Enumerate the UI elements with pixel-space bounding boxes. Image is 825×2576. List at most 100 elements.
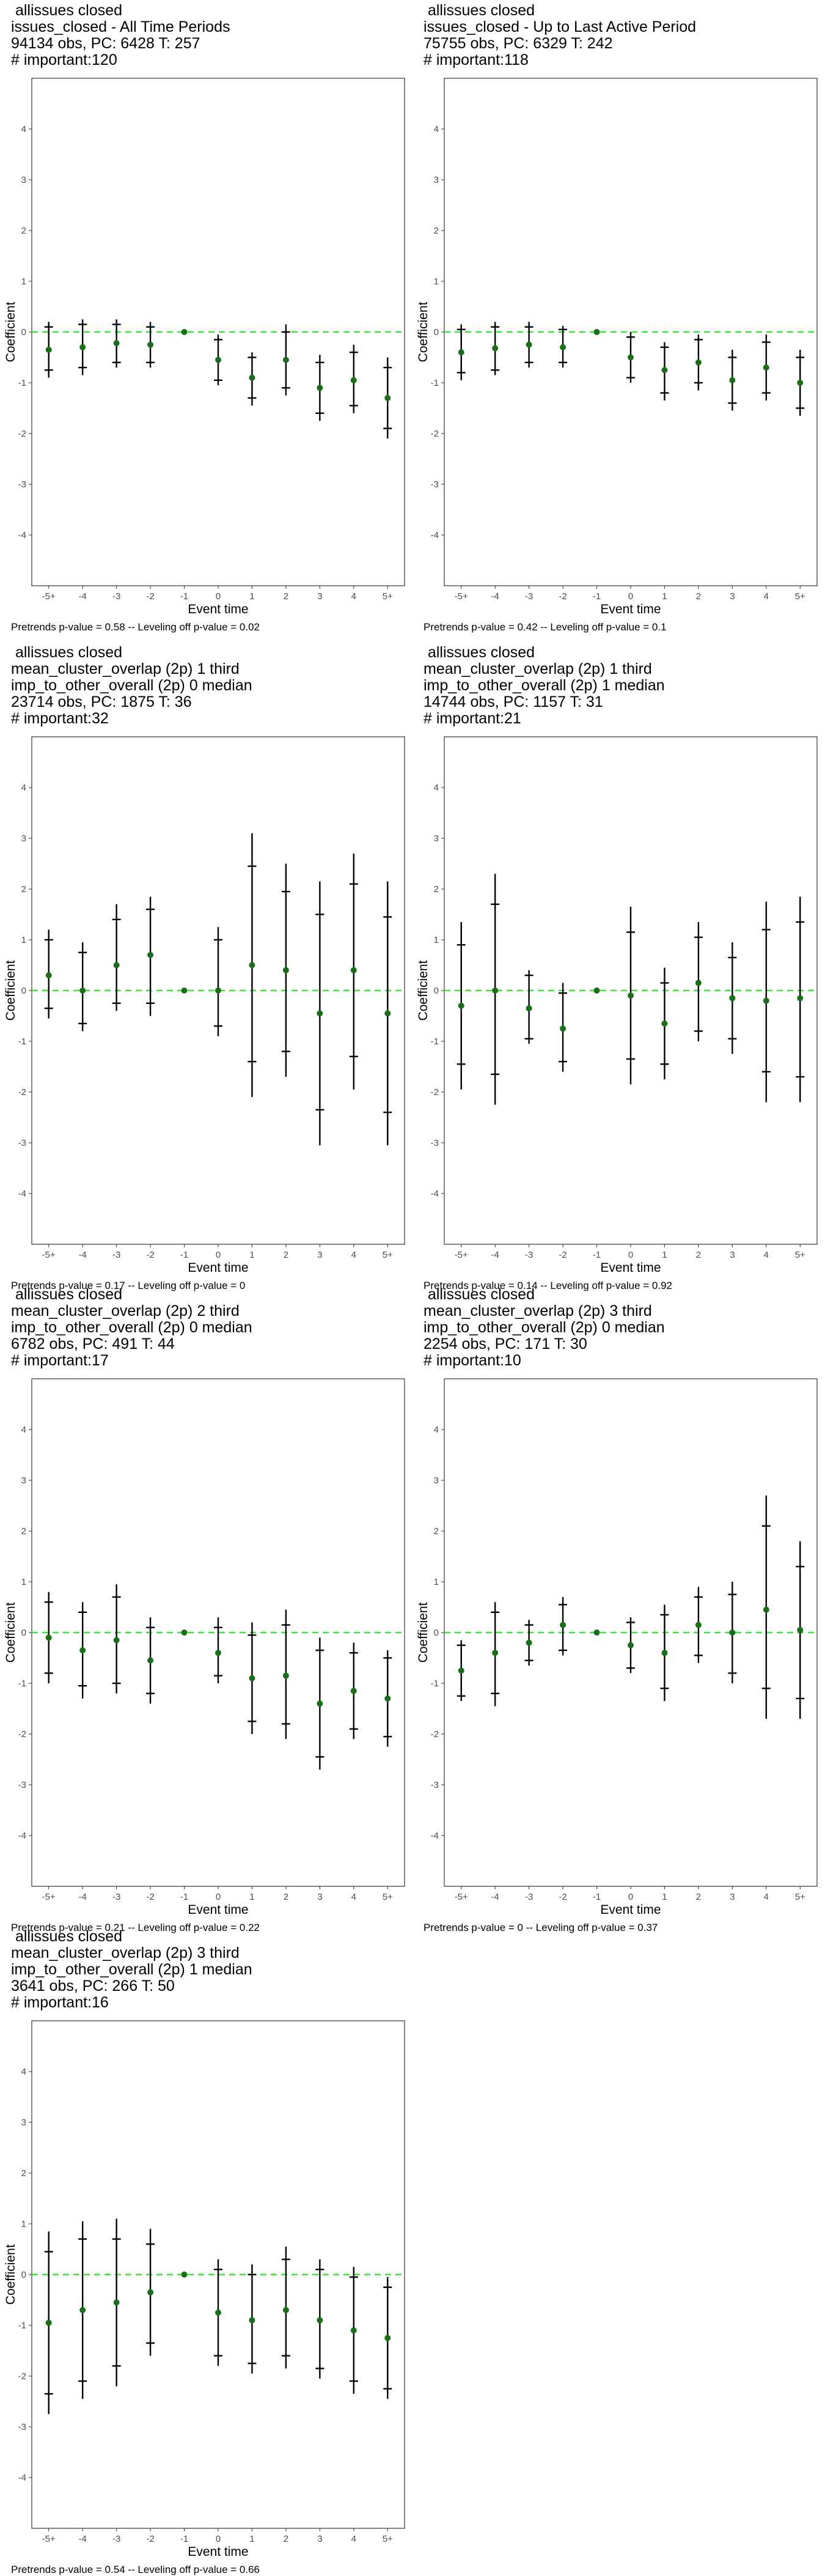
x-axis-label: Event time xyxy=(600,602,661,616)
x-tick-label: -4 xyxy=(491,591,499,602)
y-tick-label: 2 xyxy=(21,226,26,236)
event-point--5+ xyxy=(44,322,53,378)
point-estimate xyxy=(181,2272,188,2278)
point-estimate xyxy=(797,380,804,386)
y-tick-label: -2 xyxy=(431,1087,439,1098)
event-point-5+ xyxy=(383,881,392,1146)
x-tick-label: 4 xyxy=(764,1892,769,1902)
point-estimate xyxy=(147,341,154,348)
chart-title-line: # important:21 xyxy=(424,710,521,727)
x-tick-label: 2 xyxy=(284,1892,288,1902)
event-point-3 xyxy=(728,1582,737,1683)
y-tick-label: -2 xyxy=(18,2371,26,2382)
y-tick-label: -4 xyxy=(18,2473,26,2483)
x-tick-label: 1 xyxy=(662,591,667,602)
p-value-note: Pretrends p-value = 0.17 -- Leveling off… xyxy=(11,1280,246,1291)
point-estimate xyxy=(593,329,600,335)
event-point--1 xyxy=(181,987,188,994)
event-point--2 xyxy=(559,326,568,368)
chart-title-line: # important:32 xyxy=(11,710,109,727)
point-estimate xyxy=(45,972,52,979)
y-tick-label: 3 xyxy=(21,833,26,844)
y-tick-label: 4 xyxy=(434,1425,439,1435)
chart-title-line: mean_cluster_overlap (2p) 1 third xyxy=(424,660,652,677)
point-estimate xyxy=(79,987,86,994)
x-tick-label: 5+ xyxy=(795,1250,805,1260)
y-tick-label: -3 xyxy=(431,479,439,490)
event-point-1 xyxy=(248,352,257,406)
y-tick-label: -2 xyxy=(18,429,26,439)
chart-title-line: mean_cluster_overlap (2p) 3 third xyxy=(424,1302,652,1319)
y-tick-label: 4 xyxy=(434,783,439,793)
chart-title-line: # important:120 xyxy=(11,51,117,68)
x-tick-label: 0 xyxy=(628,591,633,602)
y-tick-label: 3 xyxy=(434,175,439,185)
point-estimate xyxy=(147,951,154,958)
y-tick-label: 4 xyxy=(434,124,439,135)
point-estimate xyxy=(384,1695,391,1702)
event-point--4 xyxy=(491,1602,500,1707)
y-tick-label: -1 xyxy=(431,378,439,388)
point-estimate xyxy=(282,967,289,973)
x-tick-label: 1 xyxy=(249,2534,254,2544)
event-point-1 xyxy=(248,1622,257,1734)
point-estimate xyxy=(79,344,86,350)
y-axis-label: Coefficient xyxy=(416,301,430,362)
y-axis-label: Coefficient xyxy=(4,2244,18,2305)
event-point--3 xyxy=(112,1584,121,1694)
x-axis-label: Event time xyxy=(188,602,248,616)
chart-title-line: allissues closed xyxy=(424,1286,535,1303)
y-tick-label: 0 xyxy=(434,327,439,338)
p-value-note: Pretrends p-value = 0 -- Leveling off p-… xyxy=(424,1922,658,1933)
y-tick-label: -1 xyxy=(18,1678,26,1689)
point-estimate xyxy=(526,1005,532,1012)
y-tick-label: -3 xyxy=(18,1138,26,1148)
event-point--5+ xyxy=(457,921,466,1090)
event-point-4 xyxy=(761,334,771,401)
point-estimate xyxy=(147,2289,154,2296)
event-point-3 xyxy=(315,355,324,421)
point-estimate xyxy=(593,1629,600,1636)
chart-panel-2: allissues closed issues_closed - Up to La… xyxy=(413,0,825,642)
event-point--3 xyxy=(524,970,534,1044)
event-point--1 xyxy=(181,329,188,335)
x-tick-label: -1 xyxy=(180,1892,188,1902)
x-tick-label: 3 xyxy=(730,1892,735,1902)
point-estimate xyxy=(763,364,769,371)
chart-title-line: mean_cluster_overlap (2p) 1 third xyxy=(11,660,240,677)
x-tick-label: -4 xyxy=(491,1892,499,1902)
x-axis-label: Event time xyxy=(188,1261,248,1275)
y-tick-label: 4 xyxy=(21,124,26,135)
chart-title-line: 3641 obs, PC: 266 T: 50 xyxy=(11,1977,175,1995)
x-tick-label: -4 xyxy=(79,1892,87,1902)
event-point--3 xyxy=(112,319,121,368)
point-estimate xyxy=(560,1025,566,1032)
x-tick-label: 5+ xyxy=(383,1892,393,1902)
x-tick-label: -3 xyxy=(525,591,533,602)
chart-panel-4: allissues closed mean_cluster_overlap (2p… xyxy=(413,642,825,1291)
point-estimate xyxy=(458,1667,464,1674)
chart-title-line: issues_closed - Up to Last Active Period xyxy=(424,18,697,35)
chart-plot: -4 -3 -2 -1 0 1 2 3 4 Coefficient -5+ -4 -3 -2 -1 0 1 2 3 4… xyxy=(4,78,405,616)
y-tick-label: -4 xyxy=(431,530,439,541)
event-point-0 xyxy=(214,927,222,1036)
point-estimate xyxy=(628,1642,634,1648)
x-tick-label: 1 xyxy=(662,1250,667,1260)
y-tick-label: -3 xyxy=(18,1780,26,1790)
point-estimate xyxy=(695,359,702,366)
point-estimate xyxy=(317,1010,323,1017)
x-tick-label: -2 xyxy=(559,1250,566,1260)
y-tick-label: -1 xyxy=(18,378,26,388)
y-tick-label: 4 xyxy=(21,2067,26,2077)
y-tick-label: 1 xyxy=(434,276,439,287)
p-value-note: Pretrends p-value = 0.21 -- Leveling off… xyxy=(11,1922,260,1933)
point-estimate xyxy=(317,2317,323,2323)
chart-title-line: 6782 obs, PC: 491 T: 44 xyxy=(11,1335,175,1353)
y-tick-label: 1 xyxy=(21,1577,26,1587)
chart-panel-6: allissues closed mean_cluster_overlap (2p… xyxy=(413,1284,825,1933)
x-tick-label: 4 xyxy=(764,591,769,602)
point-estimate xyxy=(560,1622,566,1628)
y-tick-label: -4 xyxy=(431,1189,439,1199)
y-tick-label: 1 xyxy=(21,935,26,945)
chart-title: allissues closed issues_closed - Up to La… xyxy=(424,2,696,68)
